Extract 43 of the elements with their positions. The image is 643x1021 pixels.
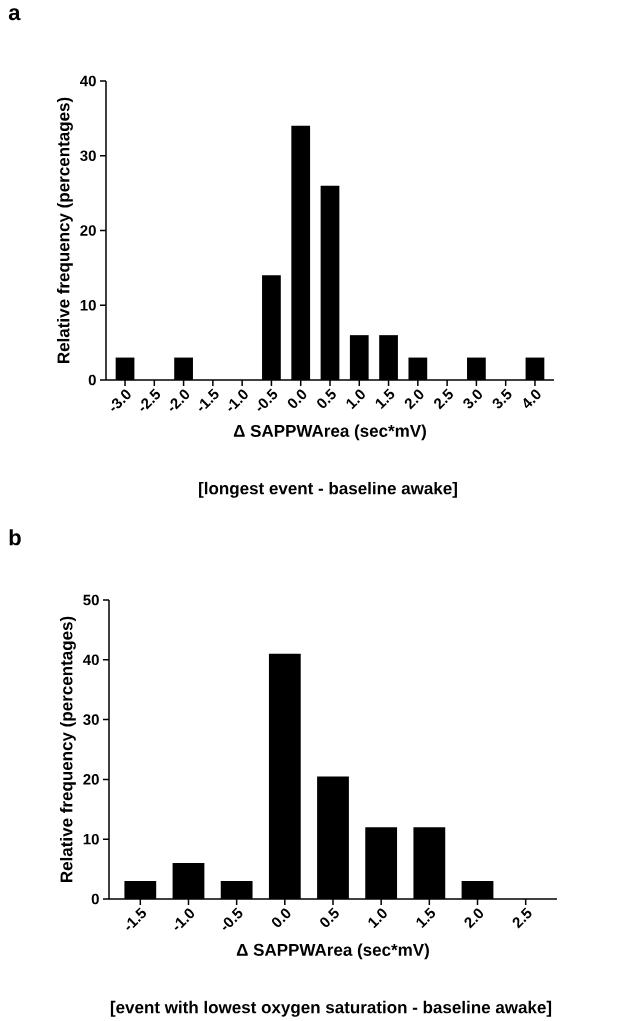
- x-axis-title: Δ SAPPWArea (sec*mV): [233, 424, 426, 441]
- x-tick-label: 2.5: [512, 907, 532, 929]
- y-tick-label: 10: [80, 299, 96, 311]
- y-tick-label: 20: [83, 774, 99, 785]
- y-tick-label: 20: [80, 225, 96, 236]
- x-tick-label: -1.0: [174, 908, 195, 930]
- x-tick-label: -2.5: [140, 388, 161, 411]
- x-tick-label: 1.5: [375, 388, 395, 410]
- x-tick-label: 2.0: [404, 389, 424, 410]
- y-tick-label: 40: [80, 75, 96, 87]
- y-tick-label: 40: [83, 654, 99, 666]
- x-tick-label: -1.0: [228, 389, 248, 411]
- x-axis-title: Δ SAPPWArea (sec*mV): [236, 943, 429, 960]
- y-axis-title: Relative frequency (percentages): [60, 616, 76, 883]
- y-tick-label: 0: [88, 374, 96, 386]
- x-tick-label: 1.5: [416, 907, 436, 929]
- text: b: [9, 529, 21, 546]
- y-tick-label: 0: [91, 893, 99, 905]
- x-tick-label: 3.5: [492, 388, 512, 409]
- y-axis-title: Relative frequency (percentages): [57, 97, 73, 364]
- x-tick-label: -0.5: [257, 388, 278, 411]
- y-tick-label: 10: [83, 833, 99, 845]
- y-tick-label: 30: [80, 150, 96, 162]
- x-tick-label: 0.0: [287, 389, 307, 409]
- x-tick-label: 1.0: [368, 908, 387, 929]
- x-tick-label: 1.0: [346, 389, 365, 410]
- x-tick-label: -1.5: [198, 388, 219, 411]
- x-tick-label: 0.5: [317, 388, 336, 409]
- x-tick-label: 0.0: [271, 908, 291, 928]
- text: [longest event - baseline awake]: [199, 481, 457, 498]
- x-tick-label: 0.5: [320, 907, 339, 928]
- text: [event with lowest oxygen saturation - baseline awake]: [110, 1000, 552, 1017]
- x-tick-label: -3.0: [111, 389, 131, 411]
- text: a: [8, 8, 21, 21]
- y-tick-label: 50: [83, 594, 99, 606]
- x-tick-label: 4.0: [523, 389, 541, 409]
- x-tick-label: -1.5: [126, 907, 146, 930]
- x-tick-label: 3.0: [463, 389, 482, 409]
- y-tick-label: 30: [83, 714, 99, 725]
- x-tick-label: 2.5: [434, 388, 453, 410]
- x-tick-label: -2.0: [169, 389, 190, 411]
- x-tick-label: 2.0: [464, 908, 484, 929]
- x-tick-label: -0.5: [222, 907, 243, 930]
